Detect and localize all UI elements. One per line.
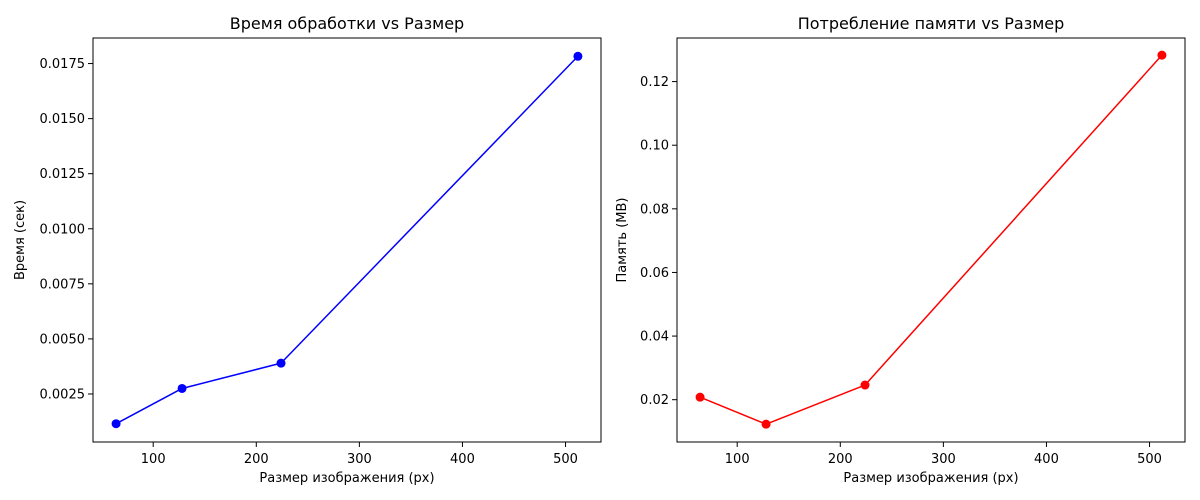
y-tick-label: 0.0175 <box>40 57 86 72</box>
x-axis-label: Размер изображения (px) <box>259 471 434 486</box>
data-point <box>573 51 583 61</box>
y-tick-label: 0.10 <box>640 139 669 154</box>
x-tick-label: 100 <box>141 452 166 467</box>
x-tick-label: 400 <box>1034 452 1059 467</box>
chart-processing-time: Время обработки vs Размер 100 200 300 400 500… <box>13 14 602 486</box>
chart-title: Время обработки vs Размер <box>230 14 464 33</box>
y-tick-label: 0.02 <box>640 393 669 408</box>
data-point <box>1157 50 1167 60</box>
series-line <box>115 55 579 425</box>
y-tick-label: 0.0050 <box>40 332 86 347</box>
y-tick-label: 0.0125 <box>40 167 86 182</box>
y-tick-label: 0.0025 <box>40 387 86 402</box>
axes-frame <box>676 37 1186 443</box>
series-line <box>699 54 1163 425</box>
data-point <box>860 380 870 390</box>
x-tick-label: 300 <box>931 452 956 467</box>
x-tick-label: 100 <box>725 452 750 467</box>
y-tick-label: 0.0150 <box>40 112 86 127</box>
x-tick-label: 500 <box>1137 452 1162 467</box>
y-axis-label: Память (MB) <box>615 197 630 282</box>
y-tick-label: 0.06 <box>640 266 669 281</box>
x-tick-label: 300 <box>347 452 372 467</box>
x-tick-label: 500 <box>553 452 578 467</box>
data-point <box>276 358 286 368</box>
data-point <box>111 419 121 429</box>
x-tick-label: 200 <box>828 452 853 467</box>
chart-memory-usage: Потребление памяти vs Размер 100 200 300 400… <box>615 14 1186 486</box>
data-point <box>695 392 705 402</box>
data-point <box>761 419 771 429</box>
y-tick-label: 0.0100 <box>40 222 86 237</box>
x-axis-label: Размер изображения (px) <box>843 471 1018 486</box>
y-tick-label: 0.0075 <box>40 277 86 292</box>
y-axis-label: Время (сек) <box>13 200 28 280</box>
chart-title: Потребление памяти vs Размер <box>798 14 1065 33</box>
data-point <box>177 383 187 393</box>
y-tick-label: 0.12 <box>640 75 669 90</box>
x-tick-label: 200 <box>244 452 269 467</box>
axes-frame <box>92 37 602 443</box>
y-tick-label: 0.08 <box>640 202 669 217</box>
y-tick-label: 0.04 <box>640 330 669 345</box>
x-tick-label: 400 <box>450 452 475 467</box>
